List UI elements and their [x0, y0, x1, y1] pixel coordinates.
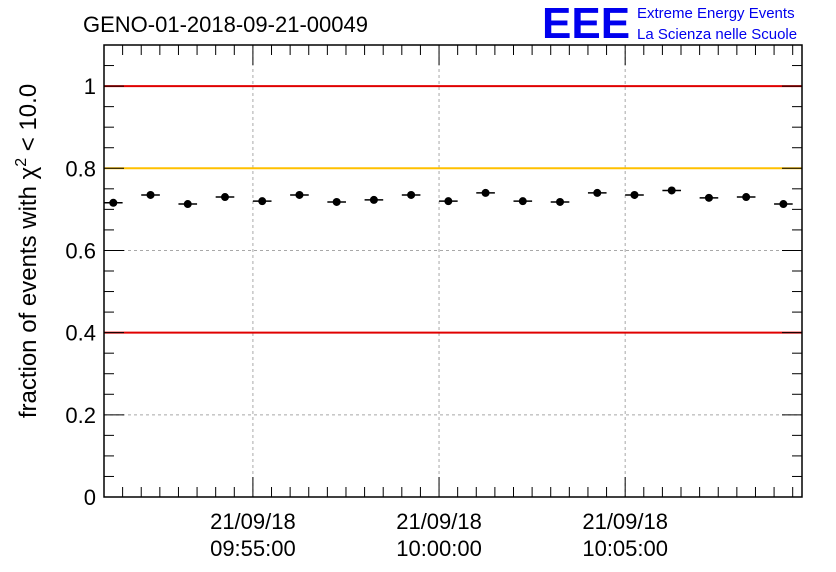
data-point-marker: [258, 197, 267, 206]
data-point: [587, 188, 607, 197]
y-axis-title-symbol: χ: [15, 166, 42, 179]
plot-frame: [103, 44, 803, 498]
data-point-marker: [593, 188, 602, 197]
data-point-marker: [146, 190, 155, 199]
data-point-marker: [667, 186, 676, 195]
y-tick-label: 0.2: [65, 403, 96, 428]
data-point: [699, 193, 719, 202]
x-tick-time-label: 10:05:00: [582, 536, 668, 561]
logo-line2: La Scienza nelle Scuole: [637, 26, 797, 43]
data-point-marker: [704, 193, 713, 202]
data-points: [104, 186, 793, 209]
data-point: [736, 193, 756, 202]
data-point-marker: [220, 193, 229, 202]
x-tick-date-label: 21/09/18: [396, 509, 482, 534]
data-point-marker: [779, 200, 788, 209]
y-axis-title-suffix: < 10.0: [15, 84, 42, 158]
y-tick-label: 1: [84, 74, 96, 99]
data-point-marker: [109, 198, 118, 207]
data-point: [290, 190, 309, 199]
grid: [104, 45, 802, 497]
y-axis-title-prefix: fraction of events with: [15, 179, 42, 418]
x-tick-date-label: 21/09/18: [582, 509, 668, 534]
data-point-marker: [556, 197, 565, 206]
data-point-marker: [295, 190, 304, 199]
data-point: [215, 193, 235, 202]
data-point: [141, 190, 160, 199]
y-tick-label: 0: [84, 485, 96, 510]
logo-mark: EEE: [542, 0, 630, 48]
data-point-marker: [444, 197, 453, 206]
y-axis: 0 0.2 0.4 0.6 0.8 1: [65, 44, 802, 510]
data-point-marker: [742, 193, 751, 202]
data-point-marker: [369, 195, 378, 204]
chart-title: GENO-01-2018-09-21-00049: [83, 12, 368, 37]
x-tick-time-label: 10:00:00: [396, 536, 482, 561]
data-point-marker: [481, 188, 490, 197]
data-point: [625, 190, 644, 199]
data-point-marker: [630, 190, 639, 199]
y-axis-title-sup: 2: [13, 158, 30, 167]
x-axis: 21/09/1809:55:0021/09/1810:00:0021/09/18…: [103, 45, 794, 561]
data-point: [401, 190, 421, 199]
data-point: [104, 198, 123, 207]
x-tick-time-label: 09:55:00: [210, 536, 296, 561]
data-point: [178, 200, 198, 209]
reference-lines: [104, 85, 802, 334]
data-point: [774, 200, 793, 209]
x-tick-date-label: 21/09/18: [210, 509, 296, 534]
data-point: [252, 197, 272, 206]
logo-line1: Extreme Energy Events: [637, 5, 795, 22]
data-point-marker: [332, 197, 341, 206]
data-point-marker: [407, 190, 416, 199]
y-tick-label: 0.6: [65, 238, 96, 263]
data-point: [439, 197, 458, 206]
data-point: [327, 197, 346, 206]
data-point: [476, 188, 495, 197]
eee-logo: EEE Extreme Energy Events La Scienza nel…: [542, 0, 797, 48]
y-axis-title: fraction of events with χ2 < 10.0: [13, 84, 42, 418]
data-point: [662, 186, 682, 195]
y-tick-label: 0.4: [65, 321, 96, 346]
y-tick-label: 0.8: [65, 156, 96, 181]
data-point-marker: [518, 197, 527, 206]
data-point: [513, 197, 533, 206]
data-point: [550, 197, 570, 206]
data-point-marker: [183, 200, 192, 209]
data-point: [364, 195, 384, 204]
